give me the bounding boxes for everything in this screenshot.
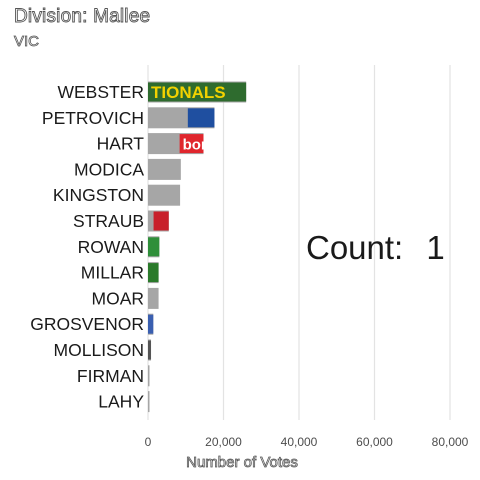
party-logo-straub bbox=[153, 211, 169, 231]
category-label: WEBSTER bbox=[57, 82, 144, 102]
bar-firman bbox=[148, 365, 150, 387]
category-label: GROSVENOR bbox=[30, 314, 144, 334]
category-label: ROWAN bbox=[78, 237, 144, 257]
x-tick-label: 80,000 bbox=[432, 435, 469, 449]
category-label: KINGSTON bbox=[53, 185, 144, 205]
category-label: LAHY bbox=[98, 392, 144, 412]
chart-title: Division: Mallee bbox=[14, 6, 151, 28]
x-tick-label: 20,000 bbox=[205, 435, 242, 449]
bars-group: TIONALS bor bbox=[148, 81, 247, 413]
title-block: Division: Mallee VIC bbox=[14, 6, 151, 52]
category-label: STRAUB bbox=[73, 211, 144, 231]
x-tick-label: 40,000 bbox=[281, 435, 318, 449]
bar-moar bbox=[148, 287, 159, 309]
x-tick-label: 60,000 bbox=[356, 435, 393, 449]
category-label: MILLAR bbox=[81, 263, 144, 283]
category-label: HART bbox=[97, 134, 145, 154]
count-label: Count: bbox=[306, 229, 403, 266]
count-value: 1 bbox=[426, 229, 444, 266]
party-logo-grosvenor bbox=[148, 314, 154, 334]
party-logo-petrovich bbox=[187, 108, 215, 128]
party-logo-rowan bbox=[148, 237, 160, 257]
category-labels: WEBSTER PETROVICH HART MODICA KINGSTON STRAUB… bbox=[30, 82, 144, 412]
party-logo-hart: bor bbox=[179, 134, 207, 154]
bar-modica bbox=[148, 158, 181, 180]
svg-text:bor: bor bbox=[183, 137, 207, 154]
bar-kingston bbox=[148, 184, 181, 206]
chart-subtitle: VIC bbox=[14, 33, 40, 51]
party-logo-mollison bbox=[148, 340, 152, 360]
category-label: FIRMAN bbox=[77, 366, 144, 386]
bar-lahy bbox=[148, 391, 150, 413]
x-tick-labels: 0 20,000 40,000 60,000 80,000 bbox=[145, 435, 469, 449]
category-label: MODICA bbox=[74, 159, 144, 179]
category-label: MOLLISON bbox=[54, 340, 144, 360]
svg-text:TIONALS: TIONALS bbox=[151, 83, 226, 102]
category-label: MOAR bbox=[92, 288, 145, 308]
x-tick-label: 0 bbox=[145, 435, 152, 449]
x-axis-title: Number of Votes bbox=[186, 454, 298, 471]
party-logo-millar bbox=[148, 263, 159, 283]
party-logo-webster: TIONALS bbox=[148, 82, 247, 102]
category-label: PETROVICH bbox=[42, 108, 144, 128]
count-display: Count: 1 bbox=[306, 229, 445, 266]
